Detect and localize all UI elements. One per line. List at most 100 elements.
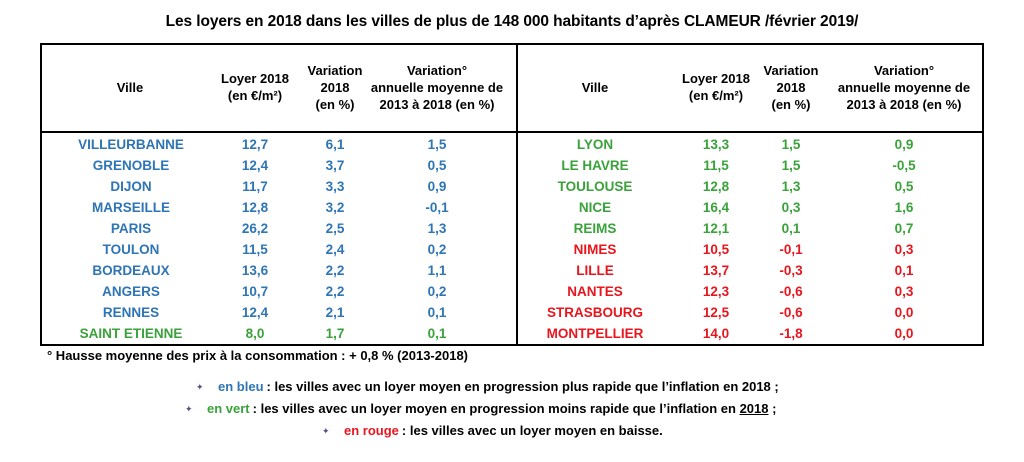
header-variation-right: Variation 2018 (en %) — [763, 63, 819, 112]
table-row: RENNES 12,4 2,1 0,1 — [0, 302, 1024, 323]
page-title: Les loyers en 2018 dans les villes de pl… — [165, 13, 859, 30]
cell-variation: 2,4 — [325, 242, 345, 257]
cell-variation: 0,3 — [781, 200, 801, 215]
table-row: TOULOUSE 12,8 1,3 0,5 — [0, 176, 1024, 197]
cell-loyer: 13,6 — [241, 263, 269, 278]
cell-ville: STRASBOURG — [546, 305, 643, 320]
cell-loyer: 13,7 — [702, 263, 730, 278]
header-ville-left: Ville — [116, 80, 144, 95]
legend-blue-text: : les villes avec un loyer moyen en prog… — [266, 379, 779, 394]
cell-ville: TOULON — [102, 242, 160, 257]
cell-variation: 1,3 — [781, 179, 801, 194]
cell-variation: -0,1 — [779, 242, 803, 257]
table-row: GRENOBLE 12,4 3,7 0,5 — [0, 155, 1024, 176]
footnote: ° Hausse moyenne des prix à la consommat… — [47, 348, 469, 363]
table-row: NICE 16,4 0,3 1,6 — [0, 197, 1024, 218]
cell-loyer: 12,1 — [702, 221, 730, 236]
header-variation-annuelle-left: Variation° annuelle moyenne de 2013 à 2018… — [370, 63, 504, 112]
header-variation-annuelle-right: Variation° annuelle moyenne de 2013 à 2018… — [837, 63, 971, 112]
table-row: LILLE 13,7 -0,3 0,1 — [0, 260, 1024, 281]
cell-ville: VILLEURBANNE — [78, 137, 184, 152]
cell-loyer: 12,7 — [241, 137, 269, 152]
cell-annuelle: 0,3 — [894, 242, 914, 257]
cell-annuelle: 0,7 — [894, 221, 914, 236]
cell-ville: GRENOBLE — [92, 158, 170, 173]
table-row: BORDEAUX 13,6 2,2 1,1 — [0, 260, 1024, 281]
cell-ville: RENNES — [102, 305, 160, 320]
cell-variation: 1,5 — [781, 158, 801, 173]
cell-annuelle: 1,5 — [427, 137, 447, 152]
legend-red-text: : les villes avec un loyer moyen en bais… — [401, 423, 663, 438]
legend-green-year: 2018 — [739, 401, 769, 416]
cell-annuelle: 0,0 — [894, 326, 914, 341]
table-row: NANTES 12,3 -0,6 0,3 — [0, 281, 1024, 302]
legend-blue: ✦ en bleu: les villes avec un loyer moyen… — [196, 379, 779, 394]
table-right-border — [982, 43, 984, 346]
legend-green-end: ; — [768, 401, 777, 416]
legend-green: ✦ en vert: les villes avec un loyer moyen… — [185, 401, 776, 416]
cell-loyer: 12,3 — [702, 284, 730, 299]
cell-ville: NIMES — [573, 242, 617, 257]
cell-loyer: 11,5 — [242, 242, 268, 257]
table-header-rule — [40, 131, 984, 133]
cell-variation: 3,2 — [325, 200, 345, 215]
cell-loyer: 26,2 — [241, 221, 269, 236]
cell-ville: LE HAVRE — [561, 158, 629, 173]
table-row: ANGERS 10,7 2,2 0,2 — [0, 281, 1024, 302]
legend-blue-key: en bleu — [218, 379, 264, 394]
table-row: MARSEILLE 12,8 3,2 -0,1 — [0, 197, 1024, 218]
cell-annuelle: 0,1 — [894, 263, 914, 278]
table-row: DIJON 11,7 3,3 0,9 — [0, 176, 1024, 197]
cell-ville: NANTES — [567, 284, 623, 299]
cell-loyer: 14,0 — [702, 326, 730, 341]
table-row: MONTPELLIER 14,0 -1,8 0,0 — [0, 323, 1024, 344]
table-row: STRASBOURG 12,5 -0,6 0,0 — [0, 302, 1024, 323]
cell-loyer: 11,5 — [703, 158, 729, 173]
cell-ville: TOULOUSE — [557, 179, 633, 194]
cell-ville: DIJON — [110, 179, 152, 194]
cell-variation: -0,6 — [779, 305, 803, 320]
table-top-rule — [40, 43, 984, 45]
legend-green-text: : les villes avec un loyer moyen en prog… — [252, 401, 740, 416]
cell-variation: 1,5 — [781, 137, 801, 152]
bullet-icon: ✦ — [196, 382, 204, 392]
cell-variation: -1,8 — [779, 326, 803, 341]
cell-variation: 3,3 — [325, 179, 345, 194]
cell-ville: LYON — [576, 137, 614, 152]
cell-ville: BORDEAUX — [92, 263, 170, 278]
cell-loyer: 12,4 — [241, 305, 269, 320]
cell-annuelle: -0,5 — [892, 158, 916, 173]
cell-ville: SAINT ETIENNE — [79, 326, 183, 341]
cell-annuelle: 0,2 — [427, 284, 447, 299]
cell-loyer: 12,8 — [702, 179, 730, 194]
header-loyer-left: Loyer 2018 (en €/m²) — [221, 71, 289, 103]
cell-loyer: 8,0 — [245, 326, 265, 341]
cell-variation: 3,7 — [325, 158, 345, 173]
cell-variation: 2,5 — [325, 221, 345, 236]
cell-loyer: 12,4 — [241, 158, 269, 173]
legend-green-key: en vert — [207, 401, 250, 416]
cell-ville: PARIS — [110, 221, 152, 236]
cell-annuelle: 0,9 — [427, 179, 447, 194]
cell-loyer: 10,5 — [702, 242, 730, 257]
bullet-icon: ✦ — [322, 426, 330, 436]
cell-loyer: 11,7 — [242, 179, 268, 194]
cell-annuelle: 1,1 — [427, 263, 447, 278]
cell-ville: REIMS — [573, 221, 617, 236]
cell-loyer: 12,8 — [241, 200, 269, 215]
cell-annuelle: 1,6 — [894, 200, 914, 215]
table-left-border — [40, 43, 42, 346]
cell-variation: 2,2 — [325, 284, 345, 299]
cell-variation: -0,6 — [779, 284, 803, 299]
cell-loyer: 12,5 — [702, 305, 730, 320]
cell-ville: MARSEILLE — [91, 200, 170, 215]
table-row: REIMS 12,1 0,1 0,7 — [0, 218, 1024, 239]
cell-ville: LILLE — [576, 263, 614, 278]
table-middle-divider — [516, 43, 518, 346]
cell-variation: -0,3 — [779, 263, 803, 278]
cell-variation: 0,1 — [781, 221, 801, 236]
table-row: LYON 13,3 1,5 0,9 — [0, 134, 1024, 155]
cell-annuelle: -0,1 — [425, 200, 449, 215]
cell-annuelle: 0,1 — [427, 326, 447, 341]
cell-annuelle: 1,3 — [427, 221, 447, 236]
